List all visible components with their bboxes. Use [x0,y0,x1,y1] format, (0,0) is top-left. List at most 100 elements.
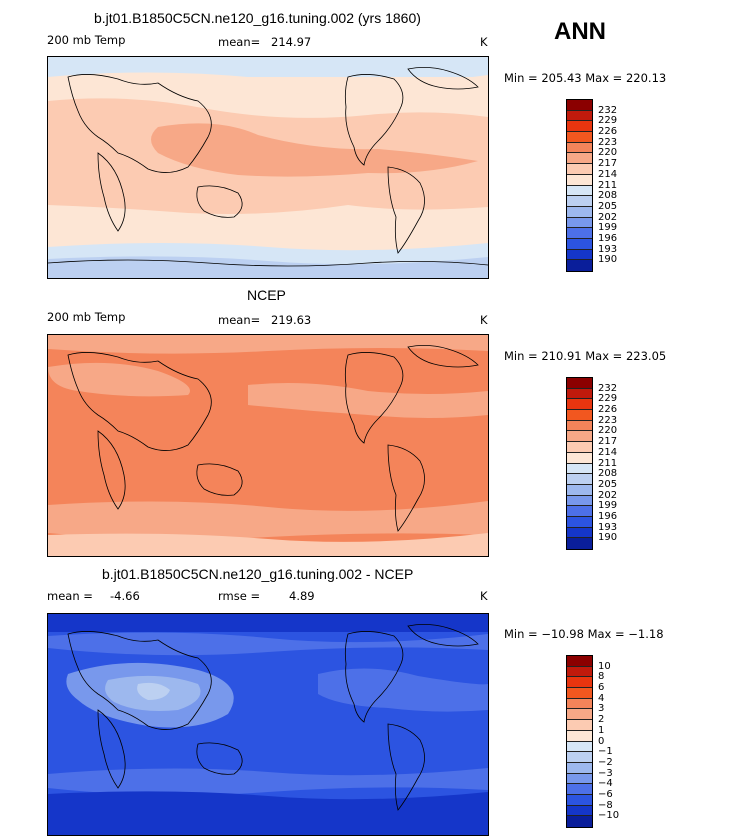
panel-title: b.jt01.B1850C5CN.ne120_g16.tuning.002 - … [102,566,414,582]
colorbar-swatch [567,399,592,411]
colorbar-swatch [567,228,592,239]
mean-value: 214.97 [271,35,312,49]
min-max-text: Min = 205.43 Max = 220.13 [504,71,667,85]
colorbar-swatch [567,516,592,528]
colorbar [566,377,593,550]
colorbar-tick-label: 211 [598,457,618,469]
colorbar-tick-label: 226 [598,404,618,416]
colorbar-swatch [567,762,592,774]
units-label: K [480,589,488,603]
colorbar-tick-label: 220 [598,425,618,437]
rmse-value: 4.89 [289,589,315,603]
min-max-text: Min = 210.91 Max = 223.05 [504,349,667,363]
colorbar-tick-label: −10 [598,810,620,822]
colorbar-tick-label: 232 [598,104,618,116]
colorbar-labels: 232 229 226 223 220 217 214 211 208 205 202 199 196 1… [598,104,638,274]
colorbar-swatch [567,816,592,827]
colorbar-tick-label: 2 [598,714,605,726]
colorbar-swatch [567,410,592,421]
colorbar-tick-label: −8 [598,799,613,811]
colorbar-swatch [567,185,592,197]
colorbar-tick-label: 1 [598,724,605,736]
colorbar-tick-label: 202 [598,211,618,223]
map-model-200mb-temp [47,56,489,279]
colorbar-swatch [567,260,592,271]
colorbar-tick-label: 202 [598,489,618,501]
colorbar-swatch [567,506,592,517]
colorbar-tick-label: 0 [598,735,605,747]
colorbar-swatch [567,431,592,443]
colorbar-tick-label: 229 [598,115,618,127]
colorbar-swatch [567,121,592,133]
colorbar-tick-label: 214 [598,168,618,180]
colorbar-tick-label: 199 [598,222,618,234]
colorbar-tick-label: 217 [598,158,618,170]
panel-title: b.jt01.B1850C5CN.ne120_g16.tuning.002 (y… [94,10,421,26]
mean-label: mean = [47,589,93,603]
colorbar-tick-label: 208 [598,468,618,480]
colorbar-swatch [567,206,592,218]
min-max-text: Min = −10.98 Max = −1.18 [504,627,664,641]
colorbar-swatch [567,249,592,261]
colorbar-swatch [567,442,592,453]
colorbar-tick-label: 6 [598,682,605,694]
colorbar-swatch [567,474,592,485]
colorbar-swatch [567,238,592,250]
colorbar-tick-label: 226 [598,126,618,138]
colorbar-swatch [567,217,592,229]
colorbar-swatch [567,805,592,817]
colorbar-tick-label: 196 [598,232,618,244]
units-label: K [480,35,488,49]
colorbar-tick-label: 193 [598,521,618,533]
colorbar-swatch [567,527,592,539]
colorbar-tick-label: 211 [598,179,618,191]
colorbar-swatch [567,538,592,549]
colorbar-labels: 232 229 226 223 220 217 214 211 208 205 202 199 196 1… [598,382,638,552]
colorbar-tick-label: −4 [598,778,613,790]
colorbar-swatch [567,709,592,721]
colorbar-swatch [567,378,592,389]
colorbar-swatch [567,174,592,186]
colorbar-swatch [567,196,592,207]
colorbar-tick-label: 10 [598,660,611,672]
colorbar-tick-label: −1 [598,746,613,758]
colorbar-swatch [567,773,592,785]
colorbar-tick-label: −3 [598,767,613,779]
colorbar-swatch [567,110,592,122]
colorbar-swatch [567,677,592,689]
colorbar-tick-label: −2 [598,756,613,768]
colorbar-swatch [567,752,592,763]
colorbar-swatch [567,463,592,475]
colorbar [566,655,593,828]
colorbar-swatch [567,484,592,496]
colorbar-swatch [567,153,592,165]
colorbar-tick-label: 220 [598,147,618,159]
colorbar-swatch [567,495,592,507]
colorbar [566,99,593,272]
colorbar-swatch [567,688,592,699]
season-label: ANN [554,18,606,45]
colorbar-swatch [567,794,592,806]
colorbar-swatch [567,666,592,678]
colorbar-tick-label: 208 [598,190,618,202]
colorbar-swatch [567,388,592,400]
colorbar-tick-label: 3 [598,703,605,715]
rmse-label: rmse = [218,589,261,603]
colorbar-swatch [567,698,592,710]
variable-label: 200 mb Temp [47,310,126,324]
colorbar-tick-label: 8 [598,671,605,683]
colorbar-tick-label: 196 [598,510,618,522]
colorbar-swatch [567,164,592,175]
colorbar-tick-label: 232 [598,382,618,394]
colorbar-swatch [567,420,592,432]
colorbar-tick-label: 223 [598,414,618,426]
mean-value: -4.66 [110,589,140,603]
colorbar-tick-label: 190 [598,532,618,544]
colorbar-swatch [567,741,592,753]
colorbar-swatch [567,784,592,795]
colorbar-tick-label: 217 [598,436,618,448]
colorbar-tick-label: −6 [598,788,613,800]
units-label: K [480,313,488,327]
colorbar-swatch [567,142,592,154]
colorbar-tick-label: 205 [598,200,618,212]
